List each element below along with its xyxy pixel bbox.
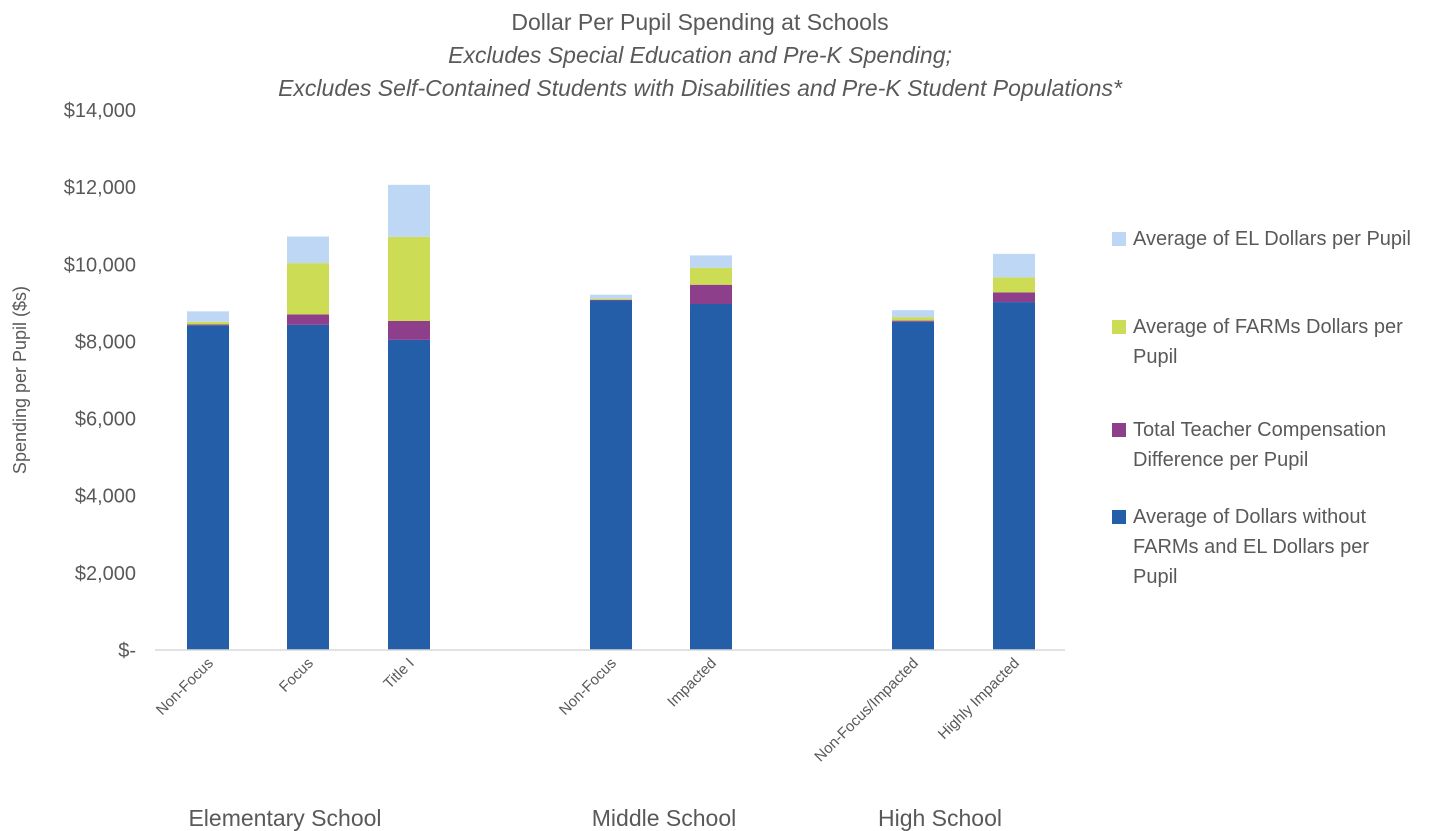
bar-segment-3: [187, 311, 229, 322]
legend-label: Difference per Pupil: [1133, 449, 1308, 471]
category-label: Focus: [276, 655, 317, 696]
category-label: Highly Impacted: [935, 655, 1023, 743]
legend: Average of EL Dollars per Pupil Average o…: [1112, 228, 1411, 588]
bar-segment-2: [892, 317, 934, 321]
bar-segment-2: [690, 267, 732, 285]
bar-segment-3: [287, 236, 329, 264]
bar-segment-1: [187, 324, 229, 326]
y-tick-label: $12,000: [64, 177, 136, 199]
y-tick-label: $2,000: [75, 563, 136, 585]
legend-swatch-1: [1112, 423, 1126, 437]
bar-segment-3: [690, 255, 732, 268]
legend-swatch-2: [1112, 320, 1126, 334]
y-tick-label: $4,000: [75, 486, 136, 508]
bar-segment-0: [287, 324, 329, 650]
bar-segment-0: [590, 300, 632, 650]
bar-segment-0: [187, 325, 229, 650]
bar-segment-2: [590, 298, 632, 300]
bar-segment-3: [892, 310, 934, 318]
category-label: Title I: [380, 655, 418, 693]
bar-segment-2: [287, 263, 329, 315]
category-label: Non-Focus: [153, 655, 217, 719]
y-tick-label: $8,000: [75, 331, 136, 353]
bars: [187, 184, 1035, 650]
y-tick-label: $6,000: [75, 409, 136, 431]
category-labels: Non-Focus Focus Title I Non-Focus Impacted No…: [153, 655, 1023, 765]
bar-segment-3: [993, 253, 1035, 278]
bar-segment-0: [690, 304, 732, 650]
group-label: Middle School: [592, 805, 736, 831]
bar-segment-1: [590, 299, 632, 301]
legend-label: Average of EL Dollars per Pupil: [1133, 228, 1411, 250]
y-axis-title: Spending per Pupil ($s): [10, 286, 30, 474]
legend-label: Total Teacher Compensation: [1133, 419, 1386, 441]
bar-segment-1: [993, 292, 1035, 303]
category-label: Impacted: [664, 655, 720, 711]
bar-segment-2: [187, 321, 229, 325]
legend-swatch-3: [1112, 232, 1126, 246]
bar-segment-3: [590, 294, 632, 299]
group-label: Elementary School: [188, 805, 381, 831]
bar-segment-1: [690, 284, 732, 305]
legend-label: FARMs and EL Dollars per: [1133, 536, 1369, 558]
y-tick-label: $-: [118, 640, 136, 662]
bar-segment-0: [388, 339, 430, 650]
bar-segment-1: [287, 314, 329, 325]
bar-segment-1: [388, 320, 430, 340]
bar-segment-2: [993, 277, 1035, 293]
legend-label: Average of Dollars without: [1133, 506, 1367, 528]
category-label: Non-Focus: [556, 655, 620, 719]
category-label: Non-Focus/Impacted: [811, 655, 921, 765]
bar-segment-1: [892, 320, 934, 322]
legend-swatch-0: [1112, 510, 1126, 524]
legend-label: Average of FARMs Dollars per: [1133, 316, 1403, 338]
bar-segment-2: [388, 236, 430, 321]
group-labels: Elementary School Middle School High Schoo…: [188, 805, 1002, 831]
chart-subtitle-line-1: Excludes Special Education and Pre-K Spe…: [448, 42, 952, 68]
group-label: High School: [878, 805, 1002, 831]
legend-label: Pupil: [1133, 566, 1177, 588]
bar-segment-3: [388, 184, 430, 237]
chart-subtitle-line-2: Excludes Self-Contained Students with Di…: [278, 75, 1123, 101]
chart-title: Dollar Per Pupil Spending at Schools: [511, 9, 888, 35]
legend-label: Pupil: [1133, 346, 1177, 368]
y-tick-label: $14,000: [64, 100, 136, 122]
bar-segment-0: [993, 302, 1035, 650]
y-axis-ticks: $- $2,000 $4,000 $6,000 $8,000 $10,000 $12,000…: [64, 100, 136, 662]
bar-segment-0: [892, 321, 934, 650]
y-tick-label: $10,000: [64, 254, 136, 276]
